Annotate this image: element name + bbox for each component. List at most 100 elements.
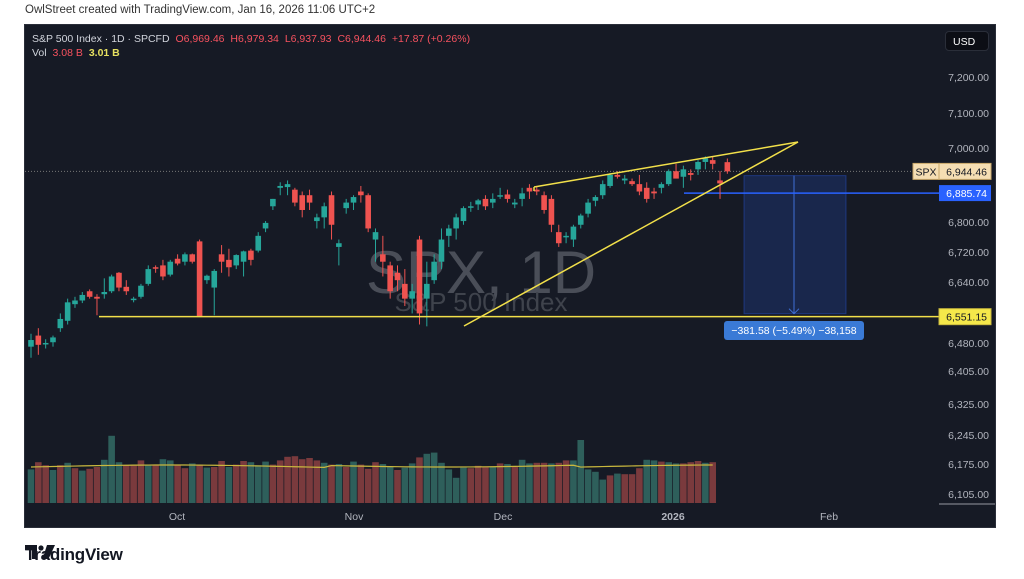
candle-body bbox=[240, 251, 247, 262]
volume-bar bbox=[262, 461, 269, 503]
candle-body bbox=[680, 169, 687, 177]
price-axis-label: 6,800.00 bbox=[948, 217, 989, 229]
volume-bar bbox=[452, 477, 460, 503]
price-axis-label: 6,325.00 bbox=[948, 399, 989, 411]
volume-bar bbox=[445, 469, 453, 503]
volume-bar bbox=[203, 467, 211, 503]
measure-box bbox=[743, 175, 847, 315]
candle-body bbox=[482, 198, 489, 207]
candle-body bbox=[548, 198, 555, 225]
svg-text:SPX: SPX bbox=[915, 166, 936, 178]
volume-bar bbox=[694, 461, 702, 503]
candle-body bbox=[42, 342, 49, 345]
candle-body bbox=[394, 272, 401, 281]
candle-body bbox=[365, 195, 371, 229]
volume-bar bbox=[614, 473, 621, 503]
candle-body bbox=[702, 158, 709, 162]
candle-body bbox=[79, 294, 86, 301]
candle-body bbox=[211, 270, 218, 288]
volume-bar bbox=[71, 468, 79, 503]
chart-canvas[interactable]: SPX, 1DS&P 500 Index7,200.007,100.007,00… bbox=[25, 25, 995, 527]
candle-body bbox=[145, 269, 152, 284]
volume-bar bbox=[144, 465, 152, 503]
candle-body bbox=[453, 217, 459, 229]
symbol-info[interactable]: S&P 500 Index · 1D · SPCFD bbox=[32, 33, 170, 45]
candle-body bbox=[57, 318, 64, 329]
volume-bar bbox=[42, 465, 49, 503]
price-axis-label: 6,720.00 bbox=[948, 247, 989, 259]
candle-body bbox=[328, 195, 335, 225]
candle-body bbox=[673, 171, 679, 179]
time-axis-label: Oct bbox=[169, 511, 185, 523]
candle-body bbox=[160, 265, 166, 277]
candle-body bbox=[372, 232, 379, 240]
candle-body bbox=[511, 202, 518, 205]
volume-bar bbox=[401, 467, 409, 503]
volume-bar bbox=[430, 452, 438, 503]
volume-bar bbox=[335, 464, 343, 503]
volume-bar bbox=[350, 461, 357, 503]
volume-bar bbox=[416, 457, 423, 503]
volume-bar bbox=[526, 463, 533, 503]
candle-body bbox=[167, 261, 174, 275]
candle-body bbox=[72, 300, 78, 305]
candle-body bbox=[380, 254, 386, 262]
candle-body bbox=[504, 194, 511, 199]
price-axis-label: 6,105.00 bbox=[948, 489, 989, 501]
high-value: H6,979.34 bbox=[230, 33, 279, 45]
volume-bar bbox=[702, 462, 709, 503]
candle-body bbox=[541, 195, 547, 210]
volume-bar bbox=[306, 458, 313, 503]
time-axis-label: Nov bbox=[345, 511, 364, 523]
volume-bar bbox=[474, 465, 482, 503]
candle-body bbox=[717, 180, 723, 184]
tradingview-logo: TradingView bbox=[25, 545, 123, 565]
volume-bar bbox=[342, 467, 350, 503]
volume-bar bbox=[606, 475, 614, 503]
candle-body bbox=[86, 291, 93, 297]
volume-bar bbox=[548, 463, 555, 503]
candle-body bbox=[651, 191, 657, 194]
volume-bar bbox=[636, 468, 643, 503]
volume-bar bbox=[496, 463, 504, 503]
svg-text:6,944.46: 6,944.46 bbox=[946, 166, 987, 178]
currency-button[interactable]: USD bbox=[945, 31, 989, 51]
volume-bar bbox=[680, 463, 687, 503]
candle-body bbox=[321, 206, 327, 218]
volume-bar bbox=[166, 460, 174, 503]
chart-panel[interactable]: SPX, 1D S&P 500 Index 7,200.00 7,100.00 7,00… bbox=[24, 24, 996, 528]
candle-body bbox=[270, 198, 276, 207]
volume-bar bbox=[584, 469, 592, 503]
volume-bar bbox=[35, 462, 42, 503]
candle-body bbox=[196, 241, 203, 317]
volume-bar bbox=[130, 464, 137, 503]
price-axis-label: 6,245.00 bbox=[948, 430, 989, 442]
candle-body bbox=[350, 197, 357, 203]
candle-body bbox=[570, 226, 577, 240]
measure-label: −381.58 (−5.49%) −38,158 bbox=[724, 321, 864, 340]
volume-bar bbox=[394, 470, 401, 503]
candle-body bbox=[35, 335, 42, 345]
candle-body bbox=[585, 202, 591, 214]
volume-bar bbox=[518, 459, 526, 503]
candle-body bbox=[306, 195, 313, 203]
volume-bar bbox=[108, 435, 115, 503]
volume-bar bbox=[672, 463, 680, 503]
volume-bar bbox=[298, 459, 306, 503]
volume-bar bbox=[592, 471, 599, 503]
candle-body bbox=[526, 187, 533, 192]
candle-body bbox=[277, 185, 284, 188]
volume-bar bbox=[232, 464, 240, 503]
volume-bar bbox=[599, 479, 607, 503]
time-axis-label: Feb bbox=[820, 511, 838, 523]
last-price-tag: SPX 6,944.46 bbox=[912, 162, 992, 180]
volume-bar bbox=[152, 464, 159, 503]
volume-bar bbox=[379, 464, 387, 503]
candle-body bbox=[189, 254, 196, 262]
volume-bar bbox=[269, 464, 277, 503]
candle-body bbox=[519, 193, 525, 199]
candle-body bbox=[636, 184, 643, 192]
volume-bar bbox=[210, 467, 218, 503]
price-axis-label: 7,200.00 bbox=[948, 72, 989, 84]
candle-body bbox=[687, 173, 694, 175]
